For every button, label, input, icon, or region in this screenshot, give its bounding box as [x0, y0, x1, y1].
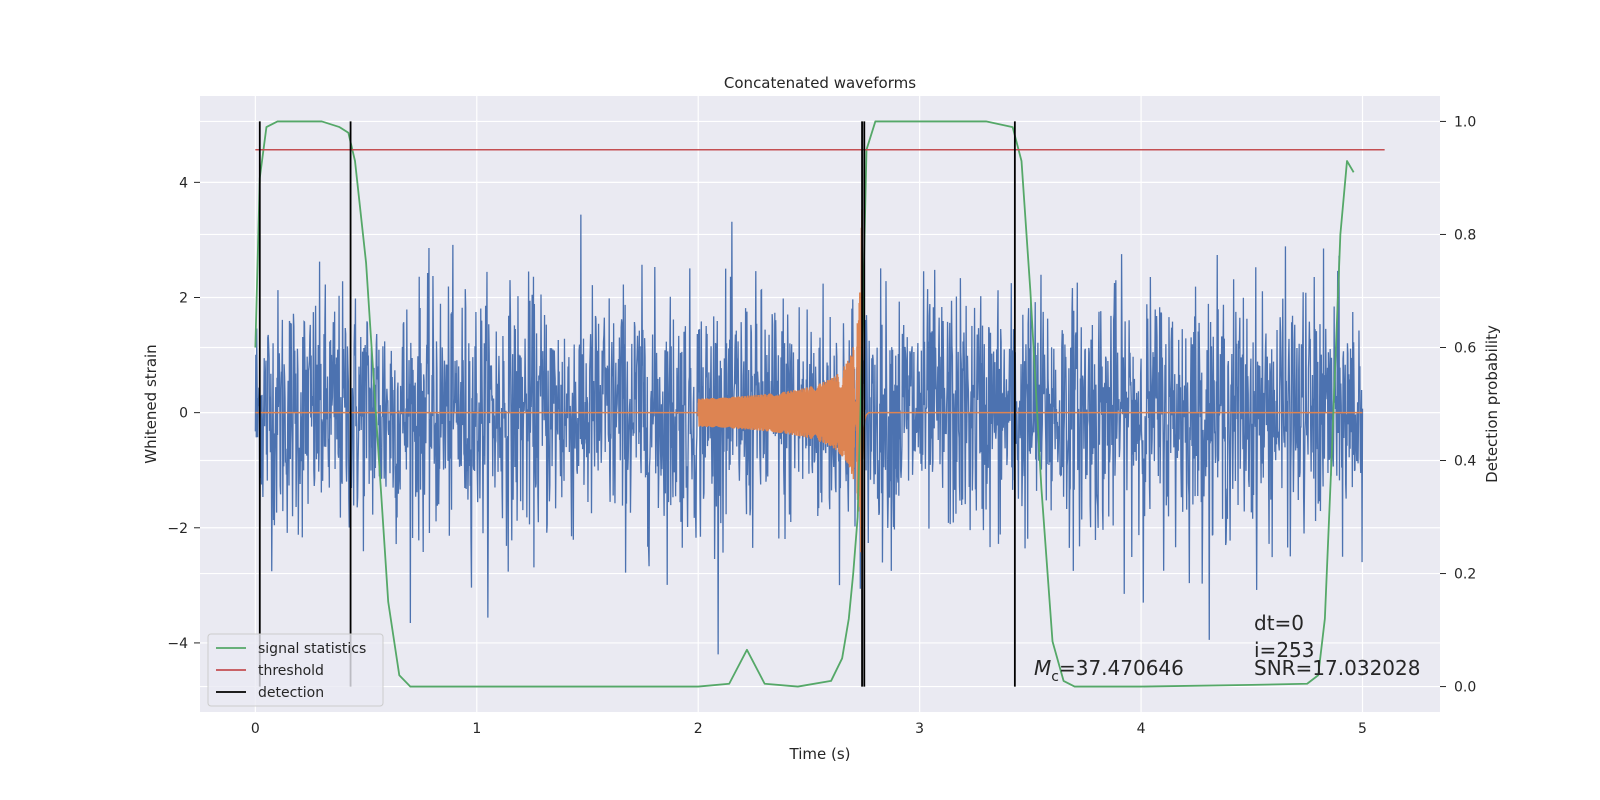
x-tick-label: 5 [1358, 721, 1367, 737]
x-tick-label: 1 [472, 721, 481, 737]
annotation-snr: SNR=17.032028 [1254, 656, 1420, 680]
y2-axis-label: Detection probability [1483, 325, 1501, 483]
x-tick-labels: 0 1 2 3 4 5 [251, 721, 1367, 737]
y-tick-label: 2 [179, 290, 188, 306]
annotation-chirp-mass-subscript: c [1051, 669, 1059, 685]
legend-box [207, 633, 384, 707]
x-tick-label: 4 [1137, 721, 1146, 737]
x-tick-label: 0 [251, 721, 260, 737]
legend-label-threshold: threshold [258, 663, 324, 679]
y-tick-label: −2 [167, 521, 188, 537]
x-axis-label: Time (s) [789, 745, 851, 763]
y-axis-label: Whitened strain [142, 344, 160, 463]
y-tick-labels: −4 −2 0 2 4 [167, 175, 200, 652]
y-tick-label: 0 [179, 406, 188, 422]
y2-tick-labels: 0.0 0.2 0.4 0.6 0.8 1.0 [1440, 114, 1476, 696]
legend: signal statistics threshold detection [207, 633, 384, 707]
annotation-index: i=253 [1254, 638, 1315, 662]
x-tick-label: 2 [694, 721, 703, 737]
series-noise-line [254, 214, 1364, 655]
legend-label-detection: detection [258, 685, 324, 701]
y2-tick-label: 0.6 [1454, 340, 1476, 356]
legend-label-signal-statistics: signal statistics [258, 641, 366, 657]
series-waveform-line [255, 209, 1363, 553]
y2-tick-label: 0.0 [1454, 680, 1476, 696]
y-tick-label: −4 [167, 636, 188, 652]
x-tick-label: 3 [915, 721, 924, 737]
annotation-chirp-mass: Mc=37.470646 [1034, 656, 1184, 685]
chart-title: Concatenated waveforms [724, 74, 916, 92]
annotations: dt=0 i=253 SNR=17.032028 Mc=37.470646 [1034, 611, 1420, 685]
y-tick-label: 4 [179, 175, 188, 191]
y2-tick-label: 0.2 [1454, 567, 1476, 583]
y2-tick-label: 1.0 [1454, 114, 1476, 130]
annotation-chirp-mass-value: =37.470646 [1059, 656, 1184, 680]
annotation-chirp-mass-symbol: M [1034, 656, 1051, 680]
y2-tick-label: 0.4 [1454, 454, 1476, 470]
series-signal-statistics-line [254, 120, 1355, 688]
annotation-dt: dt=0 [1254, 611, 1304, 635]
y2-tick-label: 0.8 [1454, 227, 1476, 243]
